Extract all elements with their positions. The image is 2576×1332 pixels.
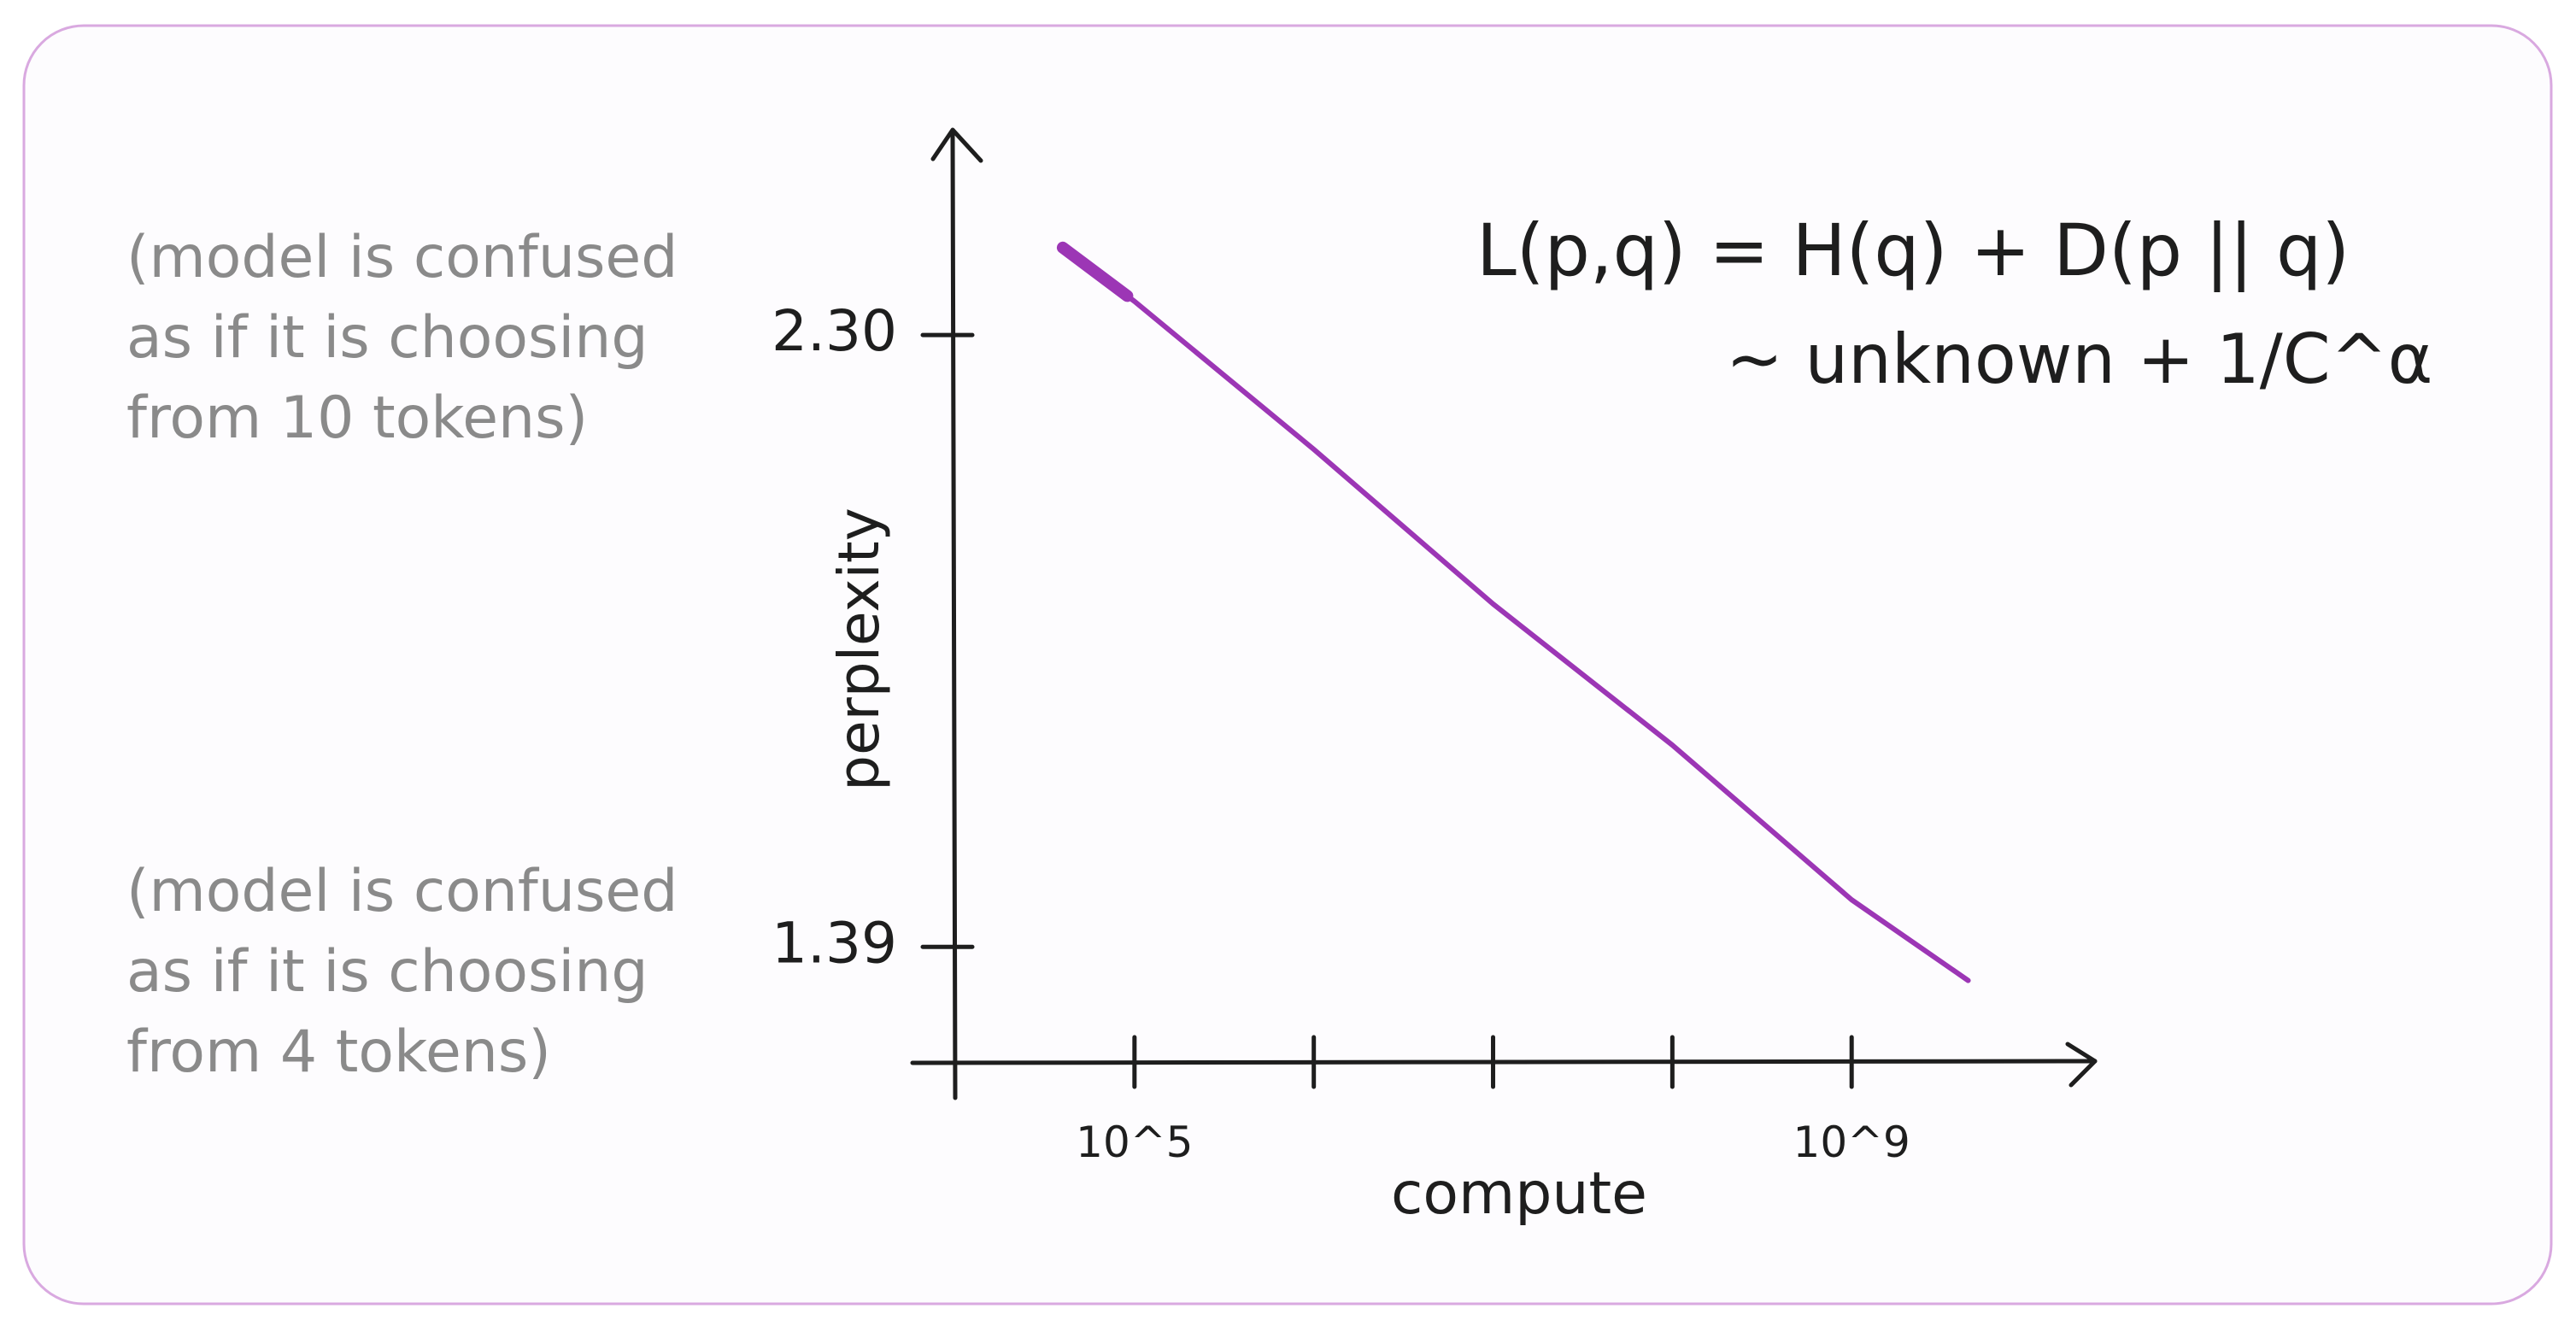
x-axis-label: compute — [1391, 1160, 1647, 1228]
tick-labels: 2.30 1.39 10^5 10^9 — [772, 298, 1910, 1167]
series-start-stroke-0 — [1056, 241, 1134, 302]
y-tick-label-2-30: 2.30 — [772, 298, 897, 364]
series-line-0 — [1059, 244, 1971, 983]
x-tick-label-10-5: 10^5 — [1076, 1118, 1193, 1167]
y-axis-line — [950, 132, 958, 1100]
y-tick-label-1-39: 1.39 — [772, 910, 897, 976]
formula-line-1: L(p,q) = H(q) + D(p || q) — [1476, 208, 2350, 292]
bottom-note-line-1: (model is confused — [126, 858, 678, 925]
top-note-line-2: as if it is choosing — [126, 304, 648, 372]
top-note-line-3: from 10 tokens) — [126, 384, 588, 452]
y-axis-label: perplexity — [826, 508, 892, 791]
x-tick-label-10-9: 10^9 — [1793, 1118, 1910, 1167]
top-note: (model is confused as if it is choosing … — [126, 224, 678, 452]
x-axis-line — [910, 1059, 2098, 1065]
figure-frame — [22, 24, 2553, 1306]
bottom-note-line-3: from 4 tokens) — [126, 1018, 551, 1086]
top-note-line-1: (model is confused — [126, 224, 678, 291]
bottom-note: (model is confused as if it is choosing … — [126, 858, 678, 1086]
series-group — [1056, 241, 1971, 983]
x-axis-arrowhead — [2065, 1042, 2098, 1088]
axes — [910, 127, 2098, 1100]
bottom-note-line-2: as if it is choosing — [126, 938, 648, 1006]
y-axis-arrowhead — [930, 127, 983, 163]
formula-line-2: ~ unknown + 1/C^α — [1726, 320, 2432, 399]
